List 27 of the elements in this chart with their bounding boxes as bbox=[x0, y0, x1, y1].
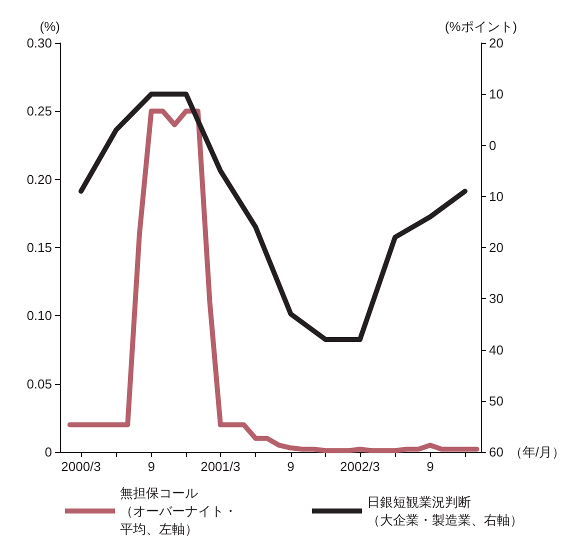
y-tick-label: 0.25 bbox=[26, 104, 52, 119]
y2-tick-label: 60 bbox=[489, 444, 504, 460]
y2-tick-label: 20 bbox=[489, 36, 504, 50]
x-tick-label: 2002/3 bbox=[340, 459, 380, 474]
x-tick-label: 2001/3 bbox=[200, 459, 240, 474]
y2-tick-label: 30 bbox=[489, 291, 504, 306]
x-tick-label: 2000/3 bbox=[61, 459, 101, 474]
y2-tick-label: 20 bbox=[489, 240, 504, 255]
y-tick-label: 0.20 bbox=[26, 172, 52, 187]
x-axis-title: （年/月） bbox=[509, 444, 566, 460]
y2-tick-label: 10 bbox=[489, 86, 504, 102]
y-tick-label: 0.30 bbox=[26, 36, 52, 50]
legend-label: 無担保コール（オーバーナイト・平均、左軸） bbox=[120, 486, 237, 536]
x-tick-label: 9 bbox=[426, 459, 434, 474]
y-tick-label: 0 bbox=[44, 444, 52, 460]
legend-label: 日銀短観業況判断（大企業・製造業、右軸） bbox=[367, 494, 523, 528]
y-tick-label: 0.15 bbox=[26, 240, 52, 255]
y2-tick-label: 10 bbox=[489, 188, 504, 204]
y-tick-label: 0.10 bbox=[26, 308, 52, 324]
x-tick-label: 9 bbox=[287, 459, 294, 474]
y2-tick-label: 0 bbox=[489, 138, 496, 153]
y-tick-label: 0.05 bbox=[26, 376, 52, 392]
x-tick-label: 9 bbox=[148, 459, 155, 474]
y2-tick-label: 40 bbox=[489, 342, 504, 358]
y-axis-title: (%) bbox=[40, 19, 60, 34]
y2-tick-label: 50 bbox=[489, 393, 504, 408]
y2-axis-title: (%ポイント) bbox=[444, 19, 518, 34]
